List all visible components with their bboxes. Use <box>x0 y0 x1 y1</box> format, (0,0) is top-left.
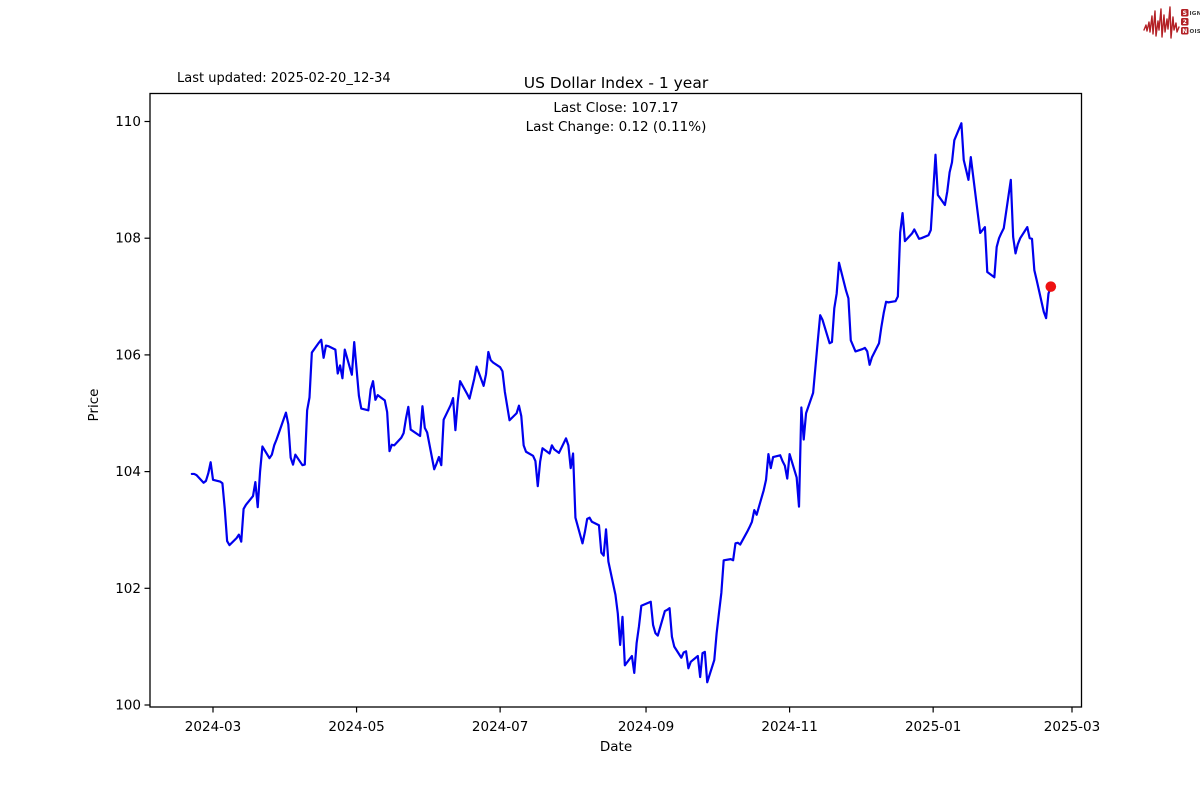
logo-letterbox-n <box>1181 27 1189 35</box>
x-axis-ticks: 2024-03 2024-05 2024-07 2024-09 2024-11 2025-… <box>185 707 1100 735</box>
x-tick-label: 2024-05 <box>328 719 384 735</box>
y-axis-ticks: 100 102 104 106 108 110 <box>115 114 150 714</box>
y-tick-label: 104 <box>115 464 141 480</box>
last-close-marker-dot <box>1045 281 1057 292</box>
y-tick-label: 106 <box>115 347 141 363</box>
logo-text-oise: OISE <box>1190 29 1200 35</box>
logo-letterbox-s <box>1181 9 1189 17</box>
logo-row-signal: S IGNAL <box>1181 9 1200 17</box>
x-tick-label: 2025-03 <box>1044 719 1100 735</box>
chart-title: US Dollar Index - 1 year <box>524 74 709 92</box>
price-line-series <box>190 122 1052 684</box>
y-axis-label: Price <box>86 389 102 422</box>
last-updated-text: Last updated: 2025-02-20_12-34 <box>177 71 391 86</box>
y-tick-label: 108 <box>115 231 141 247</box>
plot-border <box>149 92 1083 708</box>
x-tick-label: 2024-03 <box>185 719 241 735</box>
y-tick-label: 102 <box>115 581 141 597</box>
logo-row-2: 2 <box>1181 18 1189 26</box>
logo-text-ignal: IGNAL <box>1190 11 1200 17</box>
x-axis-label: Date <box>600 739 632 755</box>
x-tick-label: 2024-09 <box>618 719 674 735</box>
last-change-annotation: Last Change: 0.12 (0.11%) <box>526 119 707 135</box>
x-tick-label: 2025-01 <box>905 719 961 735</box>
logo-row-noise: N OISE <box>1181 27 1200 35</box>
x-tick-label: 2024-11 <box>761 719 817 735</box>
y-tick-label: 110 <box>115 114 141 130</box>
x-tick-label: 2024-07 <box>472 719 528 735</box>
y-tick-label: 100 <box>115 698 141 714</box>
logo-letter-2: 2 <box>1183 19 1187 26</box>
logo-letter-n: N <box>1182 28 1187 35</box>
signal-2-noise-logo: S IGNAL 2 N OISE <box>1143 6 1200 39</box>
heartbeat-waveform-icon <box>1143 6 1180 39</box>
logo-letter-s: S <box>1183 10 1187 17</box>
logo-letterbox-2 <box>1181 18 1189 26</box>
last-close-annotation: Last Close: 107.17 <box>553 100 678 116</box>
